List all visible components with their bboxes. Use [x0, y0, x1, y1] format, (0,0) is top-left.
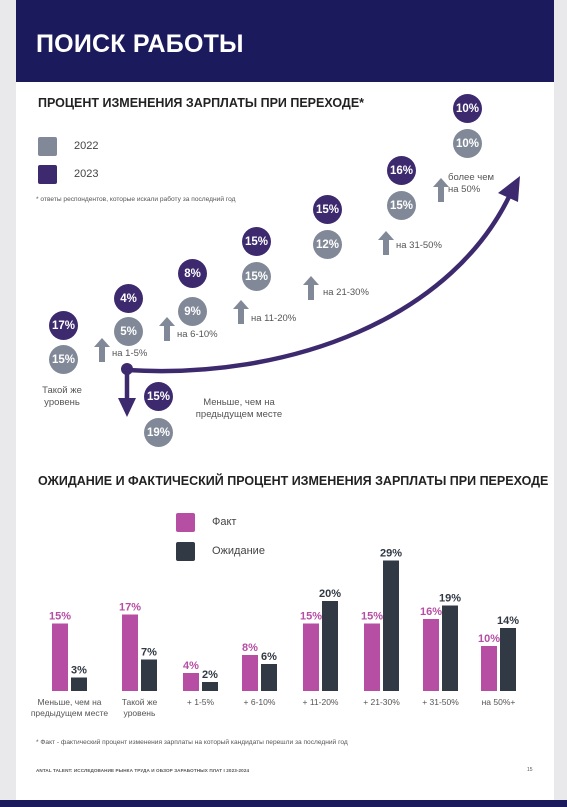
bar-fact-3 — [242, 655, 258, 691]
circle-2022-less: 19% — [144, 418, 173, 447]
legend-swatch-expectation — [176, 542, 195, 561]
bar-fact-6 — [423, 619, 439, 691]
bar-expectation-3 — [261, 664, 277, 691]
legend-label-expectation: Ожидание — [212, 545, 265, 557]
category-label: предыдущем месте — [31, 708, 109, 718]
bar-value-label: 15% — [49, 611, 71, 623]
circle-2022-11-20: 15% — [242, 262, 271, 291]
bar-expectation-2 — [202, 682, 218, 691]
category-label: + 31-50% — [422, 697, 459, 707]
report-page: ПОИСК РАБОТЫ ПРОЦЕНТ ИЗМЕНЕНИЯ ЗАРПЛАТЫ … — [16, 0, 554, 800]
circle-2022-same: 15% — [49, 345, 78, 374]
category-label: Такой же — [122, 697, 158, 707]
bar-value-label: 3% — [71, 665, 87, 677]
legend-swatch-2022 — [38, 137, 57, 156]
step-label-50plus: более чем на 50% — [448, 172, 495, 195]
footer-text: ANTAL TALENT: ИССЛЕДОВАНИЕ РЫНКА ТРУДА И… — [36, 768, 250, 773]
circle-2022-50plus: 10% — [453, 129, 482, 158]
bar-value-label: 19% — [439, 593, 461, 605]
step-up-arrow-icon — [303, 276, 319, 300]
legend-label-2022: 2022 — [74, 140, 99, 152]
circle-2023-1-5: 4% — [114, 284, 143, 313]
step-label-11-20: на 11-20% — [251, 313, 297, 324]
category-label: + 21-30% — [363, 697, 400, 707]
trend-curve-graphic — [118, 176, 520, 417]
bar-value-label: 7% — [141, 647, 157, 659]
bar-value-label: 4% — [183, 660, 199, 672]
section2-title: ОЖИДАНИЕ И ФАКТИЧЕСКИЙ ПРОЦЕНТ ИЗМЕНЕНИЯ… — [38, 474, 549, 488]
category-label: + 6-10% — [244, 697, 276, 707]
bar-value-label: 20% — [319, 588, 341, 600]
step-label-21-30: на 21-30% — [323, 287, 369, 298]
bar-expectation-1 — [141, 659, 157, 691]
bar-expectation-0 — [71, 677, 87, 691]
step-up-arrow-icon — [378, 231, 394, 255]
bar-fact-7 — [481, 646, 497, 691]
circle-2022-21-30: 12% — [313, 230, 342, 259]
trend-curve-arrowhead — [498, 176, 520, 202]
bar-value-label: 6% — [261, 651, 277, 663]
bar-value-label: 29% — [380, 548, 402, 560]
bar-expectation-4 — [322, 601, 338, 691]
page-title: ПОИСК РАБОТЫ — [36, 30, 244, 58]
bar-expectation-6 — [442, 605, 458, 691]
bar-fact-2 — [183, 673, 199, 691]
circle-2023-11-20: 15% — [242, 227, 271, 256]
bar-value-label: 15% — [361, 611, 383, 623]
down-arrow-head — [118, 398, 136, 417]
bar-expectation-5 — [383, 560, 399, 691]
legend-swatch-fact — [176, 513, 195, 532]
step-label-same: Такой же уровень — [42, 385, 82, 408]
page-number: 15 — [527, 767, 533, 773]
section1-title: ПРОЦЕНТ ИЗМЕНЕНИЯ ЗАРПЛАТЫ ПРИ ПЕРЕХОДЕ* — [38, 96, 365, 110]
legend-swatch-2023 — [38, 165, 57, 184]
circle-2023-same: 17% — [49, 311, 78, 340]
step-label-less: Меньше, чем на предыдущем месте — [195, 397, 283, 420]
bar-value-label: 8% — [242, 642, 258, 654]
step-up-arrow-icon — [433, 178, 449, 202]
category-label: уровень — [124, 708, 156, 718]
bar-value-label: 17% — [119, 602, 141, 614]
bar-fact-0 — [52, 623, 68, 691]
bar-expectation-7 — [500, 628, 516, 691]
circle-2023-21-30: 15% — [313, 195, 342, 224]
legend-label-fact: Факт — [212, 516, 237, 528]
bar-value-label: 14% — [497, 615, 519, 627]
category-label: на 50%+ — [482, 697, 516, 707]
bar-value-label: 2% — [202, 669, 218, 681]
category-label: + 11-20% — [303, 697, 339, 707]
category-label: + 1-5% — [187, 697, 215, 707]
step-label-31-50: на 31-50% — [396, 240, 442, 251]
bar-fact-5 — [364, 623, 380, 691]
circle-2022-31-50: 15% — [387, 191, 416, 220]
step-label-1-5: на 1-5% — [112, 348, 148, 359]
legend-label-2023: 2023 — [74, 168, 99, 180]
circle-2022-6-10: 9% — [178, 297, 207, 326]
step-up-arrow-icon — [159, 317, 175, 341]
circle-2023-50plus: 10% — [453, 94, 482, 123]
section1-note: * ответы респондентов, которые искали ра… — [36, 196, 236, 203]
bar-value-label: 16% — [420, 606, 442, 618]
circle-2023-31-50: 16% — [387, 156, 416, 185]
section2-note: * Факт - фактический процент изменения з… — [36, 739, 348, 746]
circle-2023-less: 15% — [144, 382, 173, 411]
bottom-bar — [0, 800, 567, 807]
page-header: ПОИСК РАБОТЫ — [16, 0, 554, 82]
step-up-arrow-icon — [94, 338, 110, 362]
bar-value-label: 15% — [300, 611, 322, 623]
bar-value-label: 10% — [478, 633, 500, 645]
category-label: Меньше, чем на — [37, 697, 101, 707]
trend-curve-line — [126, 185, 517, 374]
bar-fact-1 — [122, 614, 138, 691]
bar-fact-4 — [303, 623, 319, 691]
step-label-6-10: на 6-10% — [177, 329, 218, 340]
circle-2022-1-5: 5% — [114, 317, 143, 346]
step-up-arrow-icon — [233, 300, 249, 324]
circle-2023-6-10: 8% — [178, 259, 207, 288]
